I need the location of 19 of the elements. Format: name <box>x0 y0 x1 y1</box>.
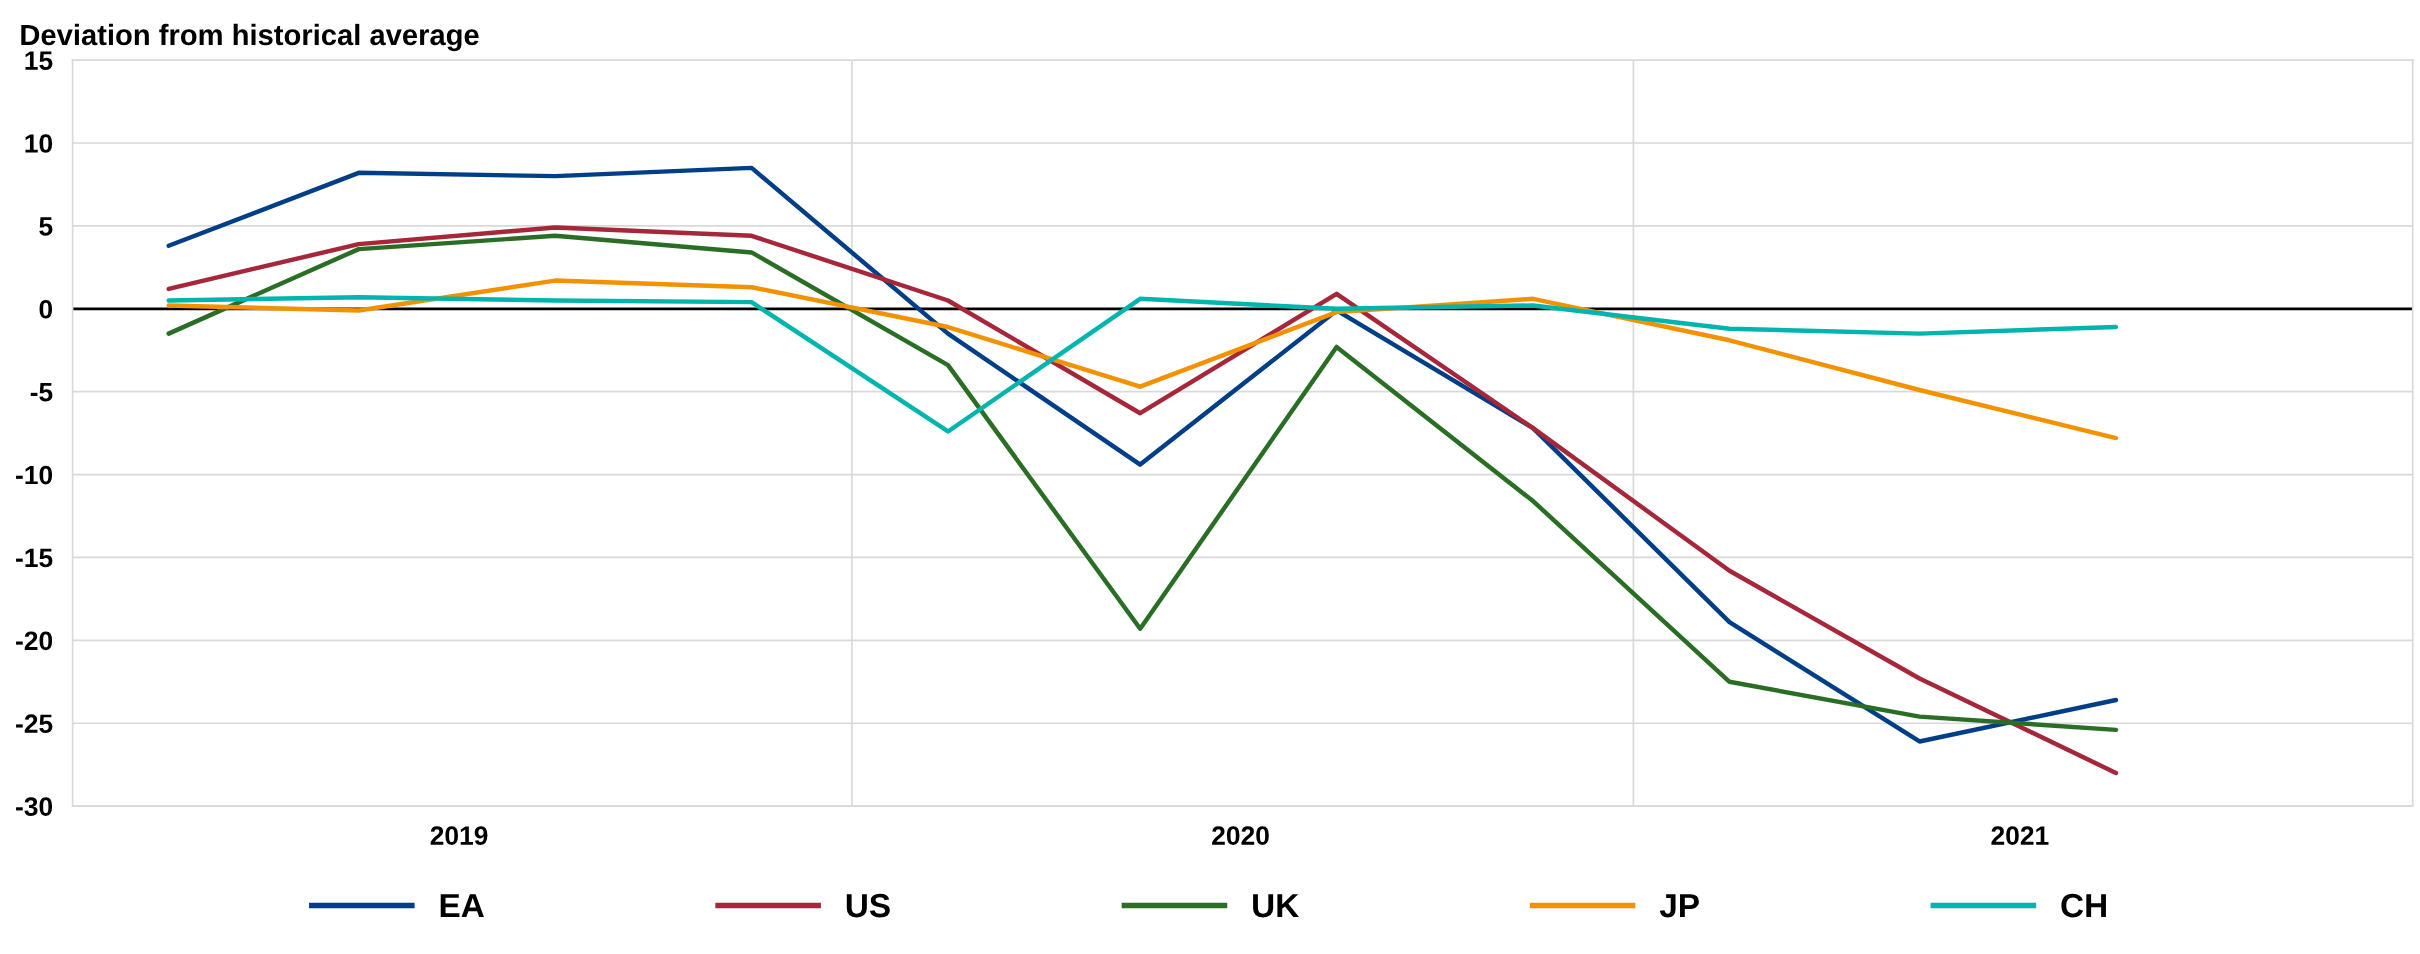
y-tick-label: 10 <box>25 134 53 153</box>
y-tick-label: 5 <box>39 217 53 236</box>
y-tick-label: -10 <box>16 465 53 485</box>
y-tick-label: 0 <box>39 299 53 319</box>
y-tick-label: -30 <box>16 797 53 816</box>
chart-title: Deviation from historical average <box>21 23 479 52</box>
x-tick-label: 2019 <box>430 826 488 845</box>
x-tick-label: 2020 <box>1212 826 1269 845</box>
y-tick-label: -25 <box>16 714 53 734</box>
legend-label: JP <box>1659 894 1699 918</box>
y-tick-label: 15 <box>25 51 53 70</box>
legend-label: EA <box>440 894 484 918</box>
x-tick-label: 2021 <box>1991 826 2049 845</box>
legend-label: UK <box>1253 894 1299 918</box>
y-tick-label: -20 <box>16 631 53 651</box>
legend-label: US <box>846 893 890 918</box>
y-tick-label: -15 <box>16 548 53 568</box>
legend-label: CH <box>2061 893 2106 918</box>
y-tick-label: -5 <box>30 383 53 402</box>
